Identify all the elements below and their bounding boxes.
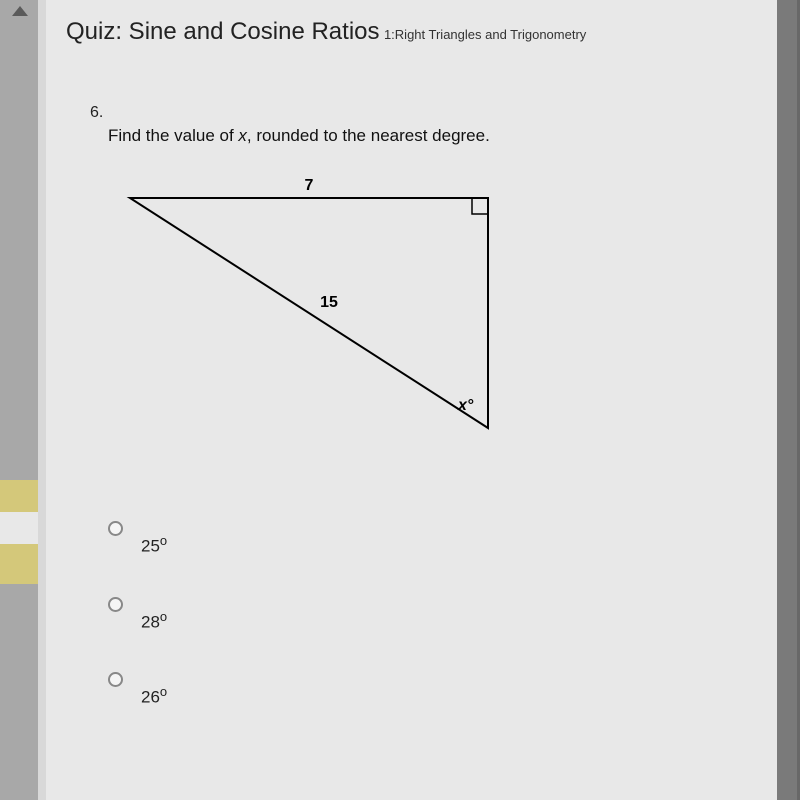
quiz-title: Quiz: Sine and Cosine Ratios bbox=[66, 18, 380, 45]
sidebar-stripe bbox=[0, 0, 38, 800]
side-label-top: 7 bbox=[305, 177, 314, 194]
answer-list: 25o 28o 26o bbox=[108, 519, 797, 708]
radio-icon[interactable] bbox=[108, 597, 123, 612]
question-text: Find the value of x, rounded to the near… bbox=[108, 126, 797, 146]
triangle-shape bbox=[130, 198, 488, 428]
answer-text: 26o bbox=[141, 684, 167, 708]
question-variable: x bbox=[238, 126, 247, 145]
right-edge bbox=[777, 0, 797, 800]
question-prefix: Find the value of bbox=[108, 126, 238, 145]
scroll-up-icon[interactable] bbox=[12, 6, 28, 16]
triangle-svg: 7 15 x° bbox=[118, 170, 518, 450]
answer-option[interactable]: 26o bbox=[108, 670, 797, 708]
quiz-header: Quiz: Sine and Cosine Ratios 1:Right Tri… bbox=[66, 18, 797, 46]
right-angle-icon bbox=[472, 198, 488, 214]
question-area: 6. Find the value of x, rounded to the n… bbox=[66, 104, 797, 146]
radio-icon[interactable] bbox=[108, 672, 123, 687]
side-label-hypotenuse: 15 bbox=[320, 294, 338, 311]
answer-text: 28o bbox=[141, 609, 167, 633]
quiz-subtitle: 1:Right Triangles and Trigonometry bbox=[384, 27, 586, 42]
answer-option[interactable]: 25o bbox=[108, 519, 797, 557]
answer-text: 25o bbox=[141, 533, 167, 557]
question-suffix: , rounded to the nearest degree. bbox=[247, 126, 490, 145]
outer-frame: Quiz: Sine and Cosine Ratios 1:Right Tri… bbox=[0, 0, 800, 800]
content-panel: Quiz: Sine and Cosine Ratios 1:Right Tri… bbox=[38, 0, 800, 800]
triangle-diagram: 7 15 x° bbox=[118, 170, 797, 455]
angle-label: x° bbox=[457, 397, 474, 414]
radio-icon[interactable] bbox=[108, 521, 123, 536]
question-number: 6. bbox=[90, 104, 797, 122]
answer-option[interactable]: 28o bbox=[108, 595, 797, 633]
